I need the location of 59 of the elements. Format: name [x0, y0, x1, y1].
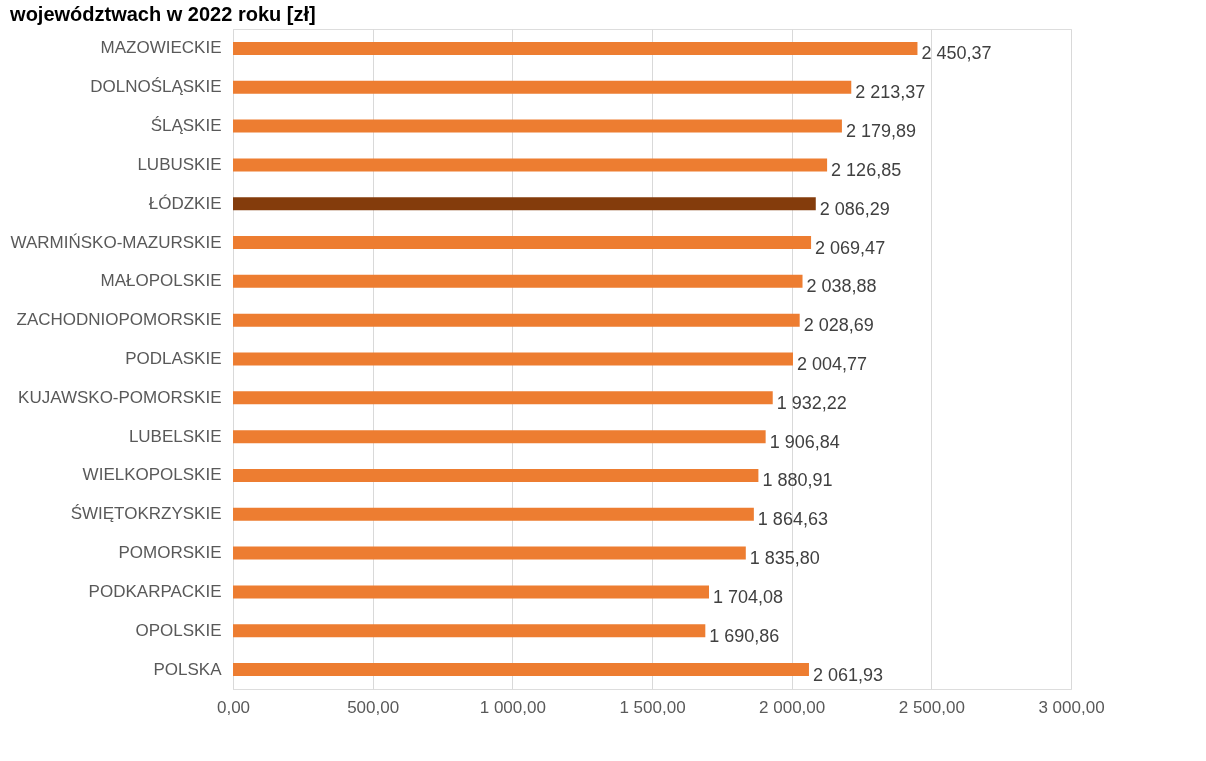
y-tick-label: LUBELSKIE: [128, 426, 222, 446]
x-tick-label: 3 000,00: [1038, 697, 1105, 717]
bar: [233, 624, 706, 638]
bar: [233, 119, 842, 133]
y-tick-label: MAŁOPOLSKIE: [100, 271, 222, 291]
y-tick-label: KUJAWSKO-POMORSKIE: [18, 387, 222, 407]
y-tick-label: ŁÓDZKIE: [148, 193, 222, 213]
data-label: 2 213,37: [855, 82, 926, 103]
x-tick-label: 500,00: [347, 697, 400, 717]
data-label: 1 864,63: [757, 509, 828, 530]
y-tick-label: WARMIŃSKO-MAZURSKIE: [10, 232, 222, 252]
bar: [233, 468, 759, 482]
y-tick-label: ŚWIĘTOKRZYSKIE: [70, 504, 222, 524]
y-tick-label: DOLNOŚLĄSKIE: [90, 77, 222, 97]
y-tick-label: LUBUSKIE: [137, 154, 222, 174]
bar: [233, 80, 852, 94]
bar: [233, 430, 766, 444]
x-tick-label: 0,00: [216, 697, 251, 717]
data-label: 1 690,86: [709, 625, 780, 646]
bar: [233, 236, 812, 250]
y-tick-label: WIELKOPOLSKIE: [82, 465, 222, 485]
y-tick-label: OPOLSKIE: [135, 620, 222, 640]
data-label: 2 038,88: [806, 276, 877, 297]
y-tick-label: ŚLĄSKIE: [150, 116, 222, 136]
data-label: 2 450,37: [921, 43, 992, 64]
x-tick-label: 2 500,00: [898, 697, 965, 717]
y-tick-label: MAZOWIECKIE: [100, 38, 222, 58]
bar: [233, 391, 773, 405]
data-label: 2 086,29: [819, 198, 890, 219]
bar: [233, 313, 800, 327]
bar: [233, 158, 828, 172]
y-tick-label: POLSKA: [153, 659, 223, 679]
y-tick-label: ZACHODNIOPOMORSKIE: [16, 310, 222, 330]
bar: [233, 663, 809, 677]
data-label: 1 880,91: [762, 470, 833, 491]
data-label: 2 028,69: [803, 315, 874, 336]
data-label: 2 179,89: [845, 121, 916, 142]
y-tick-label: PODKARPACKIE: [88, 581, 222, 601]
data-label: 1 835,80: [749, 548, 820, 569]
bar: [233, 197, 816, 211]
x-tick-label: 2 000,00: [759, 697, 826, 717]
data-label: 1 906,84: [769, 431, 840, 452]
bar: [233, 585, 710, 599]
data-label: 1 932,22: [776, 392, 847, 413]
data-label: 2 126,85: [831, 159, 902, 180]
data-label: 2 061,93: [812, 664, 884, 685]
chart-title: województwach w 2022 roku [zł]: [9, 3, 316, 25]
bar: [233, 507, 754, 521]
bar: [233, 546, 746, 560]
x-tick-label: 1 000,00: [479, 697, 546, 717]
y-tick-label: PODLASKIE: [125, 349, 222, 368]
data-label: 1 704,08: [713, 586, 784, 607]
x-tick-label: 1 500,00: [619, 697, 686, 717]
data-label: 2 069,47: [815, 237, 886, 258]
data-label: 2 004,77: [797, 354, 868, 374]
bar: [233, 41, 918, 55]
bar: [233, 352, 793, 366]
y-tick-label: POMORSKIE: [118, 543, 222, 563]
bar: [233, 274, 803, 288]
